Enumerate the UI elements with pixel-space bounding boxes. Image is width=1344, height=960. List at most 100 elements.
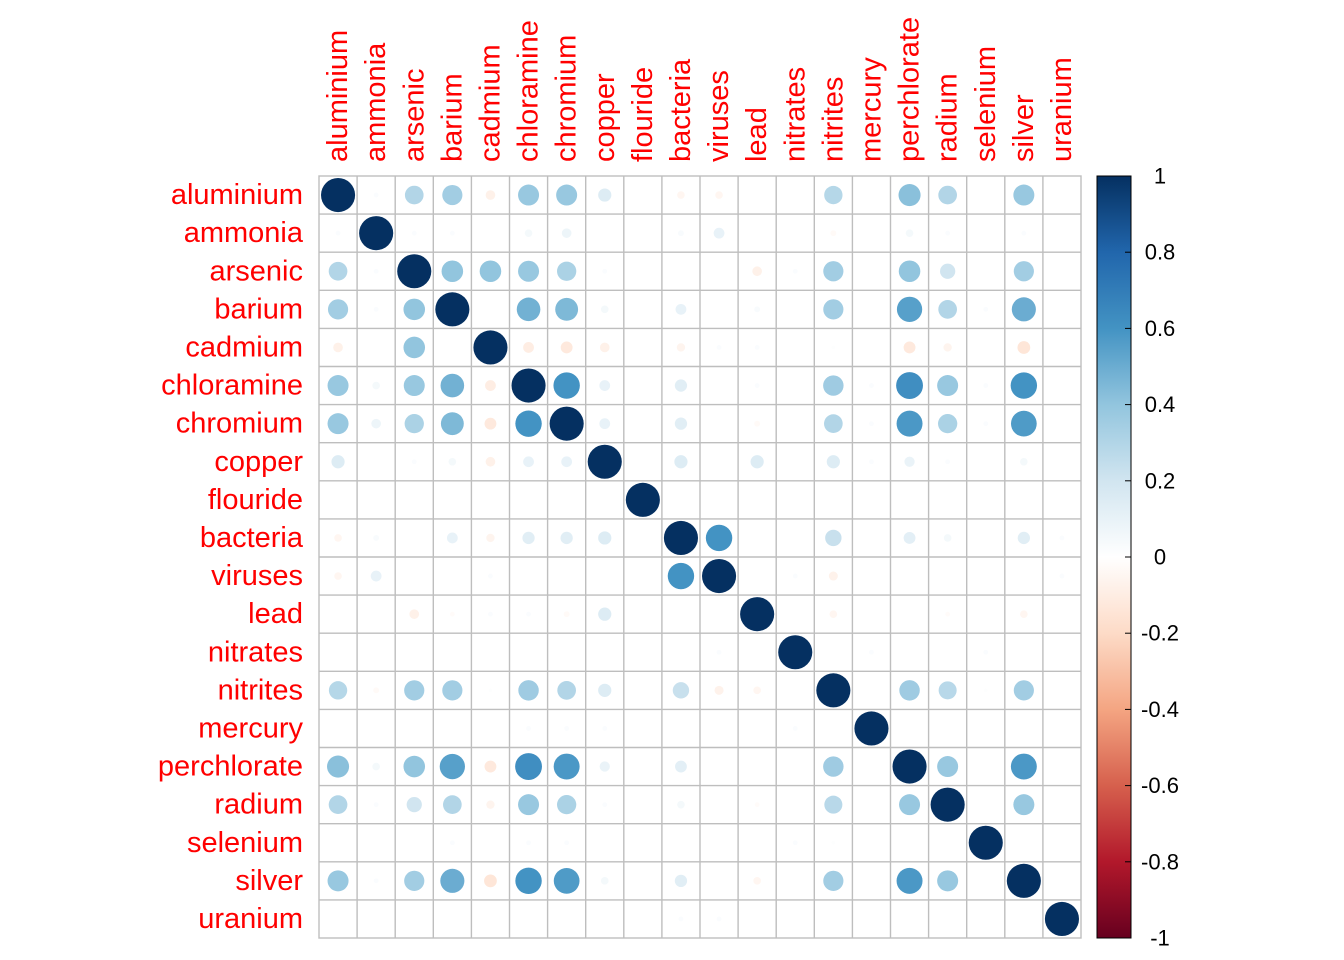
corr-circle-perchlorate-nitrites (823, 756, 844, 777)
corr-circle-arsenic-barium (441, 260, 464, 283)
col-label-bacteria: bacteria (665, 58, 697, 162)
corr-circle-copper-bacteria (674, 455, 688, 469)
corr-circle-cadmium-silver (1017, 341, 1031, 354)
corr-circle-ammonia-aluminium (335, 230, 341, 236)
corr-circle-bacteria-cadmium (486, 533, 495, 543)
row-label-uranium: uranium (198, 903, 303, 935)
corr-circle-bacteria-viruses (705, 524, 733, 552)
row-label-bacteria: bacteria (200, 522, 304, 554)
corr-circle-uranium-viruses (716, 916, 722, 922)
corr-circle-viruses-aluminium (334, 572, 342, 580)
corr-circle-uranium-bacteria (678, 916, 684, 922)
corr-circle-perchlorate-barium (439, 753, 465, 780)
corr-circle-copper-silver (1020, 457, 1028, 466)
corr-circle-silver-silver (1006, 863, 1041, 898)
corr-circle-aluminium-ammonia (373, 192, 379, 198)
corr-circle-radium-chloramine (518, 794, 540, 816)
colorbar-tick-label: -0.4 (1141, 697, 1179, 722)
corr-circle-radium-nitrites (824, 795, 843, 814)
corr-circle-chloramine-lead (754, 383, 760, 388)
corr-circle-radium-chromium (557, 795, 577, 815)
corr-circle-copper-perchlorate (904, 456, 915, 467)
corr-circle-nitrites-viruses (714, 685, 724, 695)
corr-circle-chloramine-aluminium (327, 375, 349, 397)
corr-circle-chloramine-chloramine (511, 368, 546, 403)
corr-circle-bacteria-uranium (1059, 535, 1065, 541)
corr-circle-nitrites-ammonia (373, 687, 380, 694)
corr-circle-radium-perchlorate (899, 794, 921, 816)
corr-circle-mercury-chloramine (526, 726, 531, 731)
corr-circle-perchlorate-radium (937, 756, 959, 778)
corr-circle-copper-barium (448, 457, 457, 466)
corr-circle-chloramine-arsenic (403, 375, 425, 397)
row-label-viruses: viruses (211, 560, 303, 592)
corr-circle-cadmium-viruses (716, 345, 722, 350)
corr-circle-perchlorate-chromium (553, 753, 580, 780)
corr-circle-ammonia-chromium (561, 228, 572, 238)
corr-circle-chloramine-barium (440, 373, 465, 398)
corr-circle-silver-lead (753, 877, 761, 885)
corr-circle-chromium-copper (599, 418, 611, 430)
row-label-flouride: flouride (208, 484, 303, 516)
corr-circle-arsenic-lead (752, 266, 762, 277)
corr-circle-lead-nitrites (829, 610, 838, 618)
corr-circle-bacteria-nitrites (825, 529, 842, 547)
corr-circle-lead-radium (945, 611, 951, 617)
corr-circle-chloramine-chromium (553, 372, 580, 399)
row-label-barium: barium (214, 293, 303, 325)
corr-circle-cadmium-cadmium (473, 330, 508, 365)
corr-circle-mercury-nitrates (792, 726, 798, 731)
corr-circle-barium-ammonia (373, 306, 379, 312)
corr-circle-nitrites-barium (442, 680, 463, 701)
corr-circle-perchlorate-perchlorate (892, 749, 927, 784)
corr-circle-nitrates-mercury (869, 649, 874, 655)
colorbar: 1 0.8 0.6 0.4 0.2 0 -0.2 -0.4 -0.6 -0.8 -1 (1096, 164, 1179, 951)
corr-circle-lead-chloramine (526, 611, 531, 617)
corr-circle-barium-chloramine (516, 297, 541, 322)
corr-circle-lead-barium (449, 611, 455, 617)
corr-circle-ammonia-bacteria (678, 230, 684, 237)
corr-circle-lead-lead (740, 597, 775, 632)
corr-circle-barium-perchlorate (896, 296, 923, 322)
corr-circle-arsenic-silver (1013, 261, 1034, 282)
row-label-silver: silver (235, 865, 303, 897)
corr-circle-cadmium-nitrites (831, 345, 836, 350)
corr-circle-aluminium-copper (598, 188, 612, 202)
corr-circle-cadmium-aluminium (333, 342, 343, 353)
corr-circle-copper-aluminium (331, 455, 345, 469)
corr-circle-cadmium-bacteria (676, 343, 686, 352)
col-label-cadmium: cadmium (474, 44, 506, 162)
row-label-nitrites: nitrites (218, 674, 303, 706)
corr-circle-silver-cadmium (484, 874, 497, 888)
corr-circle-chromium-nitrites (824, 414, 843, 433)
corr-circle-chromium-barium (440, 412, 464, 436)
corr-circle-chloramine-copper (599, 380, 611, 391)
corr-circle-bacteria-silver (1017, 531, 1030, 545)
corr-circle-nitrates-selenium (983, 649, 989, 655)
corr-circle-arsenic-aluminium (328, 261, 348, 281)
corr-circle-silver-arsenic (404, 870, 425, 891)
corr-circle-chromium-arsenic (404, 414, 424, 434)
corr-circle-chloramine-radium (937, 375, 959, 397)
corr-circle-cadmium-perchlorate (903, 341, 916, 354)
corr-circle-cadmium-arsenic (403, 336, 426, 359)
corr-circle-ammonia-ammonia (359, 216, 394, 251)
corr-circle-nitrites-selenium (984, 688, 988, 693)
corr-circle-bacteria-copper (598, 531, 612, 545)
corr-circle-aluminium-silver (1013, 184, 1035, 206)
corr-circle-ammonia-viruses (713, 227, 725, 239)
corr-circle-barium-lead (754, 306, 761, 313)
corr-circle-nitrites-aluminium (328, 681, 348, 700)
corr-circle-viruses-uranium (1059, 573, 1065, 579)
corr-circle-nitrites-copper (598, 683, 612, 697)
corr-circle-cadmium-chromium (560, 341, 573, 354)
corr-circle-barium-selenium (983, 306, 989, 312)
colorbar-tick-label: -0.8 (1141, 849, 1179, 874)
corr-circle-radium-lead (754, 802, 760, 808)
row-labels: aluminium ammonia arsenic barium cadmium chlo… (158, 179, 304, 935)
corr-circle-radium-cadmium (486, 800, 495, 809)
corr-circle-bacteria-aluminium (334, 534, 342, 542)
corr-circle-arsenic-nitrites (823, 261, 844, 282)
col-label-silver: silver (1008, 94, 1040, 162)
corr-circle-arsenic-copper (602, 268, 608, 274)
